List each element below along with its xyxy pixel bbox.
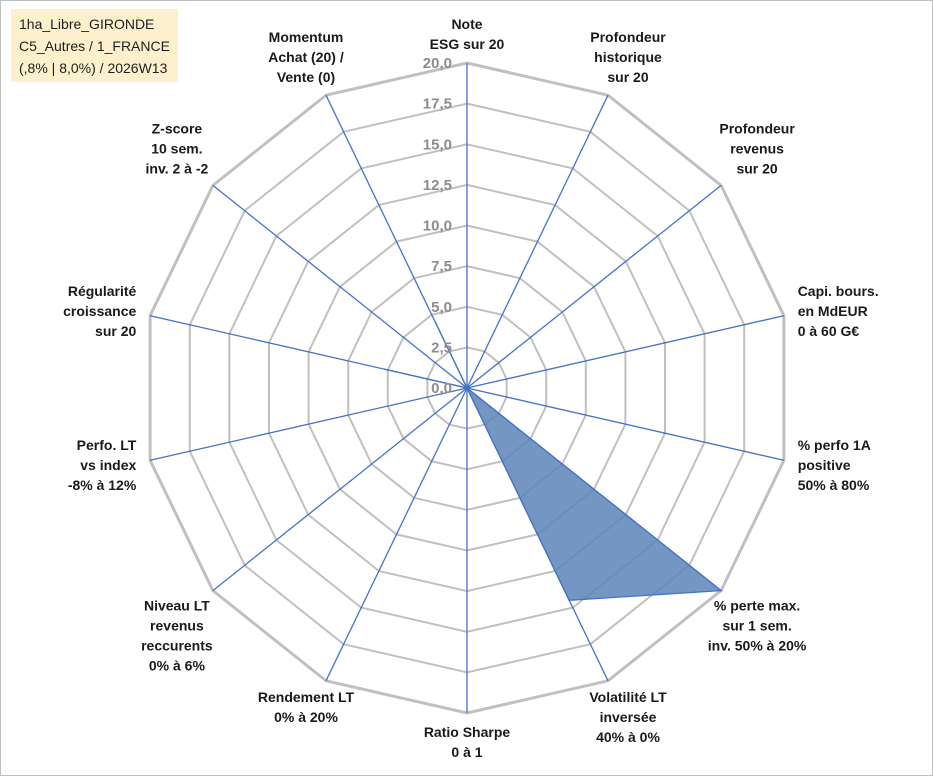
axis-spoke-5: [466, 387, 785, 461]
axis-spoke-11: [149, 387, 468, 461]
axis-label-line: 0% à 6%: [149, 657, 206, 673]
tick-label: 10,0: [423, 218, 452, 235]
axis-label-line: sur 20: [607, 69, 648, 85]
axis-label-2: Profondeur historique sur 20: [590, 29, 666, 85]
tick-label: 2,5: [431, 339, 452, 356]
tick-label: 17,5: [423, 96, 452, 113]
info-box-line-2: C5_Autres / 1_FRANCE: [19, 38, 170, 54]
axis-label-line: 10 sem.: [151, 141, 202, 157]
tick-label: 20,0: [423, 55, 452, 72]
axis-label-line: reccurents: [141, 637, 213, 653]
tick-label: 7,5: [431, 258, 452, 275]
data-point-13: [466, 387, 468, 389]
data-point-7: [568, 599, 570, 602]
axis-label-line: vs index: [80, 457, 136, 473]
axis-spoke-9: [325, 387, 468, 682]
axis-label-line: croissance: [63, 303, 136, 319]
axis-label-8: Ratio Sharpe 0 à 1: [424, 724, 511, 760]
info-box: 1ha_Libre_GIRONDE C5_Autres / 1_FRANCE (…: [11, 9, 178, 82]
axis-label-10: Niveau LT revenus reccurents 0% à 6%: [141, 597, 213, 673]
axis-label-line: 0% à 20%: [274, 709, 338, 725]
axis-label-line: sur 20: [736, 161, 777, 177]
axis-label-line: sur 20: [95, 323, 136, 339]
data-point-14: [434, 321, 437, 323]
radar-tick-labels: 0,0 2,5 5,0 7,5 10,0 12,5 15,0 17,5 20,0: [423, 55, 452, 397]
axis-label-line: Régularité: [68, 283, 137, 299]
axis-label-line: 50% à 80%: [798, 477, 870, 493]
axis-label-line: Capi. bours.: [798, 283, 879, 299]
axis-label-line: revenus: [730, 141, 784, 157]
axis-label-line: 0 à 60 G€: [798, 323, 860, 339]
axis-label-line: Perfo. LT: [77, 437, 137, 453]
axis-label-13: Z-score 10 sem. inv. 2 à -2: [146, 121, 209, 177]
axis-label-line: revenus: [150, 617, 204, 633]
axis-label-line: inv. 2 à -2: [146, 161, 209, 177]
axis-label-line: Momentum: [269, 29, 344, 45]
data-point-12: [383, 368, 386, 371]
data-point-6: [720, 589, 722, 592]
axis-label-line: % perfo 1A: [798, 437, 871, 453]
axis-label-line: % perte max.: [714, 597, 800, 613]
axis-label-line: Niveau LT: [144, 597, 210, 613]
info-box-line-3: (,8% | 8,0%) / 2026W13: [19, 60, 168, 76]
info-box-line-1: 1ha_Libre_GIRONDE: [19, 16, 155, 32]
axis-label-line: Note: [451, 16, 482, 32]
axis-label-line: 40% à 0%: [596, 729, 660, 745]
axis-label-7: Volatilité LT inversée 40% à 0%: [589, 689, 667, 745]
axis-label-6: % perte max. sur 1 sem. inv. 50% à 20%: [708, 597, 807, 653]
axis-label-line: inv. 50% à 20%: [708, 637, 807, 653]
axis-spoke-4: [466, 315, 785, 389]
axis-label-line: historique: [594, 49, 662, 65]
axis-spoke-13: [212, 184, 468, 389]
axis-label-line: Achat (20) /: [268, 49, 344, 65]
axis-label-14: Momentum Achat (20) / Vente (0): [268, 29, 344, 85]
axis-label-line: 0 à 1: [451, 744, 482, 760]
axis-label-line: sur 1 sem.: [722, 617, 791, 633]
axis-label-1: Note ESG sur 20: [430, 16, 505, 52]
tick-label: 5,0: [431, 299, 452, 316]
series-area-1: [384, 321, 723, 601]
axis-label-5: % perfo 1A positive 50% à 80%: [798, 437, 871, 493]
axis-label-line: en MdEUR: [798, 303, 868, 319]
axis-spoke-3: [466, 184, 722, 389]
axis-label-line: Profondeur: [719, 121, 795, 137]
axis-label-line: Ratio Sharpe: [424, 724, 511, 740]
axis-label-4: Capi. bours. en MdEUR 0 à 60 G€: [798, 283, 879, 339]
axis-label-line: -8% à 12%: [68, 477, 137, 493]
axis-spoke-10: [212, 387, 468, 592]
axis-label-11: Perfo. LT vs index -8% à 12%: [68, 437, 137, 493]
axis-label-line: Vente (0): [277, 69, 335, 85]
tick-label: 12,5: [423, 177, 452, 194]
axis-label-line: Rendement LT: [258, 689, 355, 705]
axis-spoke-2: [466, 94, 609, 389]
tick-label: 0,0: [431, 380, 452, 397]
radar-axis-labels: Note ESG sur 20 Profondeur historique sur 20…: [63, 16, 878, 760]
axis-label-line: Volatilité LT: [589, 689, 667, 705]
radar-series: [383, 321, 723, 602]
axis-label-12: Régularité croissance sur 20: [63, 283, 136, 339]
axis-label-line: Z-score: [152, 121, 203, 137]
axis-label-line: positive: [798, 457, 851, 473]
axis-label-3: Profondeur revenus sur 20: [719, 121, 795, 177]
axis-label-line: inversée: [600, 709, 657, 725]
axis-label-line: ESG sur 20: [430, 36, 505, 52]
axis-label-line: Profondeur: [590, 29, 666, 45]
axis-label-9: Rendement LT 0% à 20%: [258, 689, 355, 725]
tick-label: 15,0: [423, 136, 452, 153]
